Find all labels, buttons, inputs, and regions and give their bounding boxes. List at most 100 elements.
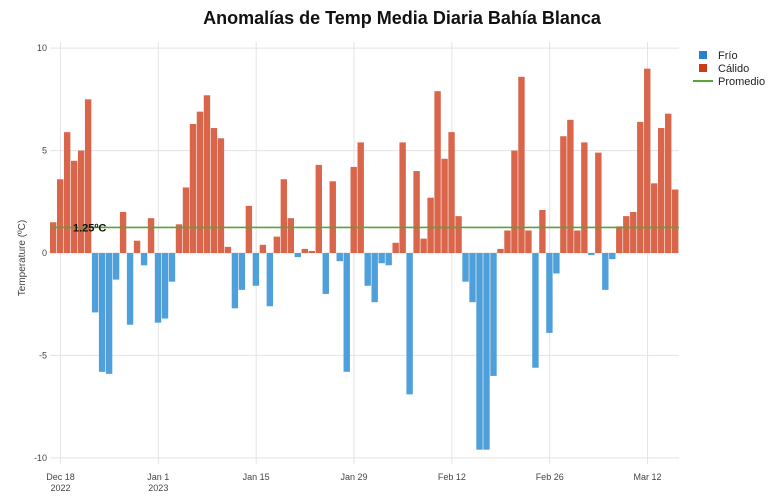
cold-bar xyxy=(294,253,301,258)
cold-bar xyxy=(532,253,539,368)
cold-bar xyxy=(336,253,343,262)
warm-bar xyxy=(630,212,637,253)
warm-bar xyxy=(63,132,71,253)
cold-bar xyxy=(602,253,609,290)
cold-bar xyxy=(406,253,413,395)
x-tick-label-line: Jan 1 xyxy=(147,472,169,482)
warm-bar xyxy=(203,95,211,253)
x-tick-label-line: Feb 12 xyxy=(438,472,466,482)
warm-bar xyxy=(658,128,665,253)
cold-bar xyxy=(609,253,616,260)
warm-bar xyxy=(637,121,644,253)
warm-bar xyxy=(455,216,462,253)
y-ticks: 10 5 0 -5 -10 xyxy=(34,43,47,463)
warm-bar xyxy=(525,230,532,253)
x-tick-label-line: 2022 xyxy=(50,483,70,493)
warm-bar xyxy=(217,138,225,253)
warm-bar xyxy=(119,212,127,253)
warm-bar xyxy=(413,171,420,253)
chart-title: Anomalías de Temp Media Diaria Bahía Bla… xyxy=(203,8,602,28)
x-tick-label: Jan 15 xyxy=(243,472,270,482)
warm-bar xyxy=(287,218,295,253)
warm-bar xyxy=(259,244,267,253)
warm-bar xyxy=(189,123,197,253)
cold-bar xyxy=(266,253,274,307)
warm-bar xyxy=(315,164,322,253)
x-tick-label: Mar 12 xyxy=(634,472,662,482)
x-tick-label: Jan 1 2023 xyxy=(147,472,169,493)
legend-label: Frío xyxy=(718,50,738,62)
average-line-group: 1.25ºC xyxy=(50,222,679,234)
warm-bar xyxy=(273,236,281,253)
y-tick-label: -10 xyxy=(34,453,47,463)
cold-bar xyxy=(546,253,553,333)
cold-bar xyxy=(161,253,169,319)
warm-bar xyxy=(329,181,336,253)
cold-bar xyxy=(168,253,176,282)
warm-bar xyxy=(448,132,455,253)
warm-bar xyxy=(392,242,399,253)
warm-bar xyxy=(196,111,204,254)
warm-bar xyxy=(567,119,574,253)
cold-bar xyxy=(112,253,120,280)
warm-bar xyxy=(665,113,672,253)
y-tick-label: 5 xyxy=(42,146,47,156)
warm-bar xyxy=(672,189,679,253)
cold-bar xyxy=(91,253,99,313)
legend-square-marker xyxy=(699,64,707,72)
warm-bar xyxy=(427,197,434,253)
bars xyxy=(50,68,679,450)
warm-bar xyxy=(504,230,511,253)
cold-bar xyxy=(378,253,385,264)
average-label: 1.25ºC xyxy=(73,222,106,234)
warm-bar xyxy=(210,128,218,253)
warm-bar xyxy=(616,226,623,253)
x-tick-label: Jan 29 xyxy=(341,472,368,482)
cold-bar xyxy=(105,253,113,374)
warm-bar xyxy=(70,160,78,253)
warm-bar xyxy=(175,224,183,253)
warm-bar xyxy=(581,142,588,253)
cold-bar xyxy=(553,253,560,274)
cold-bar xyxy=(322,253,329,294)
x-ticks: Dec 18 2022 Jan 1 2023 Jan 15 Jan 29 Feb 12 Feb… xyxy=(46,472,661,493)
warm-bar xyxy=(245,205,253,253)
cold-bar xyxy=(469,253,476,303)
legend-label: Promedio xyxy=(718,76,765,88)
warm-bar xyxy=(560,136,567,253)
warm-bar xyxy=(441,158,448,253)
x-tick-label: Feb 12 xyxy=(438,472,466,482)
warm-bar xyxy=(350,166,357,253)
cold-bar xyxy=(231,253,239,309)
cold-bar xyxy=(588,253,595,256)
warm-bar xyxy=(574,230,581,253)
x-tick-label-line: Mar 12 xyxy=(634,472,662,482)
cold-bar xyxy=(476,253,483,450)
cold-bar xyxy=(98,253,106,372)
legend-label: Cálido xyxy=(718,63,749,75)
warm-bar xyxy=(644,68,651,253)
warm-bar xyxy=(84,99,92,253)
warm-bar xyxy=(434,91,441,253)
warm-bar xyxy=(595,152,602,253)
warm-bar xyxy=(224,246,232,253)
warm-bar xyxy=(77,150,85,253)
warm-bar xyxy=(133,240,141,253)
warm-bar xyxy=(182,187,190,253)
warm-bar xyxy=(147,218,155,253)
warm-bar xyxy=(497,248,504,253)
y-tick-label: 0 xyxy=(42,248,47,258)
cold-bar xyxy=(385,253,392,266)
warm-bar xyxy=(420,238,427,253)
x-tick-label: Feb 26 xyxy=(536,472,564,482)
warm-bar xyxy=(399,142,406,253)
y-tick-label: -5 xyxy=(39,350,47,360)
x-tick-label-line: Jan 15 xyxy=(243,472,270,482)
cold-bar xyxy=(371,253,378,303)
warm-bar xyxy=(651,183,658,253)
y-tick-label: 10 xyxy=(37,43,47,53)
warm-bar xyxy=(50,222,57,253)
cold-bar xyxy=(483,253,490,450)
